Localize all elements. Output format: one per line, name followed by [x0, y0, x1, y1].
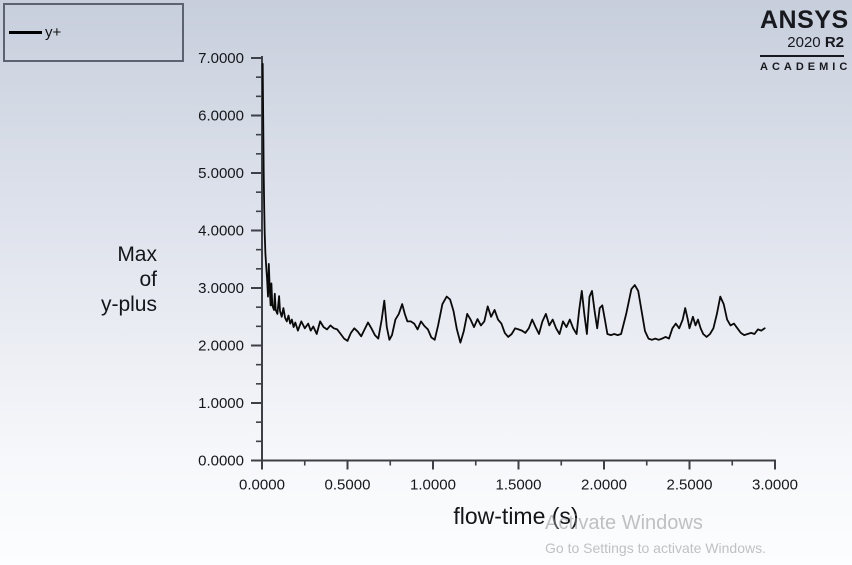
y-axis-title-line3: y-plus: [100, 293, 157, 316]
x-tick-label: 2.0000: [581, 477, 627, 494]
y-tick-label: 3.0000: [198, 280, 244, 297]
y-axis-title: Max of y-plus: [0, 242, 157, 317]
legend-box: y+: [3, 3, 184, 62]
legend-series-label: y+: [45, 24, 62, 41]
y-axis-title-line1: Max: [117, 243, 157, 266]
x-tick-label: 0.0000: [239, 477, 285, 494]
y-tick-label: 2.0000: [198, 338, 244, 355]
y-tick-label: 7.0000: [198, 50, 244, 67]
series-line-yplus: [261, 62, 766, 344]
ansys-logo: ANSYS 2020 R2 ACADEMIC: [760, 6, 852, 73]
y-tick-label: 5.0000: [198, 165, 244, 182]
x-axis-title: flow-time (s): [453, 503, 579, 529]
legend-line-sample: [9, 31, 42, 34]
y-tick-label: 0.0000: [198, 453, 244, 470]
ansys-logo-name: ANSYS: [760, 6, 849, 34]
y-tick-label: 1.0000: [198, 395, 244, 412]
y-tick-label: 6.0000: [198, 108, 244, 125]
ansys-logo-version: 2020 R2: [760, 34, 844, 51]
x-tick-label: 1.5000: [496, 477, 542, 494]
x-tick-label: 3.0000: [752, 477, 798, 494]
x-tick-label: 2.5000: [667, 477, 713, 494]
x-tick-label: 1.0000: [410, 477, 456, 494]
ansys-version-year: 2020: [787, 34, 821, 51]
y-axis-title-line2: of: [139, 268, 157, 291]
ansys-version-release: R2: [824, 34, 844, 51]
ansys-logo-edition: ACADEMIC: [760, 61, 852, 73]
x-tick-label: 0.5000: [325, 477, 371, 494]
y-tick-label: 4.0000: [198, 223, 244, 240]
ansys-logo-rule: [760, 55, 844, 57]
